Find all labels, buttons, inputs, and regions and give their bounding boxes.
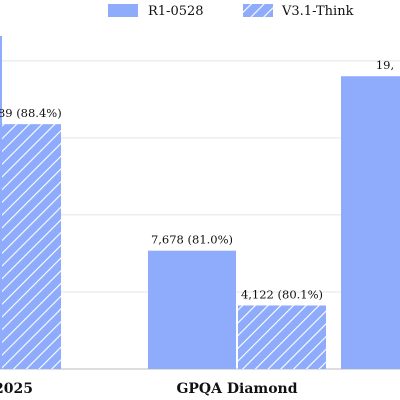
bar-v3-1-think-gpqa-diamond bbox=[238, 305, 326, 369]
legend-swatch-r1-0528 bbox=[108, 4, 138, 17]
bar-r1-0528-gpqa-diamond bbox=[148, 250, 236, 369]
legend: R1-0528 V3.1-Think bbox=[108, 4, 354, 19]
bar-r1-0528-aime-2025 bbox=[0, 36, 2, 369]
x-tick-label-aime-2025: 2025 bbox=[0, 381, 33, 397]
bar-labels: 7,678 (81.0%) 19, 15,889 (88.4%) 4,122 (80.… bbox=[0, 58, 394, 301]
bar-r1-0528-third bbox=[341, 76, 400, 370]
bar-v3-1-think-aime-2025 bbox=[0, 124, 61, 370]
bars bbox=[0, 36, 400, 370]
x-tick-label-gpqa-diamond: GPQA Diamond bbox=[176, 381, 297, 397]
bar-label-r1-0528-gpqa-diamond: 7,678 (81.0%) bbox=[151, 233, 233, 247]
bar-label-r1-0528-third: 19, bbox=[376, 58, 394, 72]
legend-swatch-v3-1-think bbox=[243, 4, 273, 17]
legend-label-v3-1-think: V3.1-Think bbox=[281, 4, 354, 19]
gridlines bbox=[0, 60, 400, 370]
bar-label-v3-1-think-gpqa-diamond: 4,122 (80.1%) bbox=[241, 287, 323, 301]
legend-label-r1-0528: R1-0528 bbox=[148, 4, 204, 19]
bar-label-v3-1-think-aime-2025: 15,889 (88.4%) bbox=[0, 106, 62, 120]
